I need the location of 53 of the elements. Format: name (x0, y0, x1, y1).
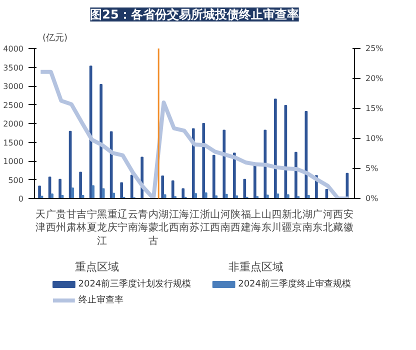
y-tick-label: 2500 (3, 100, 24, 110)
y-tick-label: 4000 (3, 44, 24, 54)
x-tick-label: 吉林 (76, 208, 87, 234)
y-tick-label: 2000 (3, 120, 24, 128)
y-tick-label: 0 (18, 194, 24, 204)
y2-tick-label: 15% (366, 104, 384, 113)
x-tick-label: 江西 (168, 208, 179, 234)
x-tick-label: 广东 (312, 208, 323, 234)
x-tick-label: 西藏 (333, 210, 344, 234)
x-tick-label: 黑龙江 (97, 210, 108, 247)
text: 非重点区域 (228, 260, 284, 274)
x-tick-label: 陕西 (230, 208, 241, 234)
x-tick-label: 天津 (36, 210, 46, 234)
x-tick-label: 新疆 (282, 208, 292, 234)
x-tick-label: 湖南 (302, 208, 312, 234)
x-tick-label: 重庆 (107, 208, 118, 234)
x-tick-label: 河南 (220, 208, 230, 234)
x-tick-label: 辽宁 (118, 208, 128, 234)
x-tick-label: 江苏 (190, 208, 200, 234)
y2-tick-label: 0% (366, 194, 379, 203)
text: 重点区域 (75, 260, 120, 274)
y-tick-label: 500 (8, 176, 24, 185)
y2-tick-label: 10% (366, 134, 384, 143)
x-tick-label: 福建 (240, 208, 251, 234)
legend-label: 2024前三季度计划发行规模 (78, 278, 192, 290)
y2-tick-label: 25% (366, 44, 384, 53)
y-axis-title: (亿元) (42, 32, 68, 44)
legend-label: 终止审查率 (78, 294, 124, 306)
x-tick-label: 云南 (128, 210, 138, 234)
y2-tick-label: 5% (366, 164, 379, 173)
x-tick-label: 上海 (251, 208, 262, 234)
x-tick-label: 宁夏 (86, 208, 97, 234)
x-tick-label: 四川 (272, 210, 282, 234)
x-tick-label: 北京 (292, 208, 302, 234)
y2-tick-label: 20% (366, 74, 384, 83)
x-tick-label: 贵州 (56, 208, 66, 234)
x-tick-label: 内蒙古 (148, 208, 158, 247)
y-tick-label: 1500 (3, 138, 24, 148)
x-tick-label: 浙江 (200, 208, 210, 234)
y-tick-label: 3500 (3, 63, 24, 72)
x-tick-label: 青海 (138, 208, 148, 234)
x-tick-label: 海南 (179, 208, 190, 234)
x-tick-label: 安徽 (343, 208, 354, 234)
chart-title: 图25：各省份交易所城投债终止审查率 (90, 8, 299, 22)
y-tick-label: 1000 (3, 157, 24, 166)
x-tick-label: 山东 (261, 208, 272, 234)
x-tick-label: 河北 (322, 208, 333, 234)
x-tick-label: 甘肃 (66, 208, 76, 234)
y-tick-label: 3000 (3, 82, 24, 91)
x-tick-label: 广西 (46, 208, 56, 234)
x-tick-label: 山西 (210, 208, 220, 234)
x-tick-label: 湖北 (158, 208, 169, 234)
legend-label: 2024前三季度终止审查规模 (238, 278, 352, 290)
